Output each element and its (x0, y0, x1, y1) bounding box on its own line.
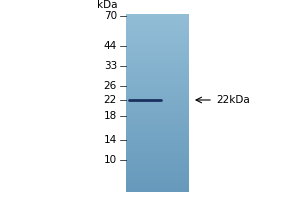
Bar (126, 32, 189, 34)
Bar (126, 154, 189, 156)
Bar (126, 79, 189, 81)
Bar (126, 168, 189, 170)
Bar (126, 125, 189, 127)
Bar (126, 67, 189, 70)
Bar (126, 107, 189, 110)
Bar (126, 74, 189, 76)
Bar (126, 70, 189, 72)
Text: 44: 44 (104, 41, 117, 51)
Bar (126, 14, 189, 16)
Bar (126, 99, 189, 101)
Bar (126, 83, 189, 85)
Bar (126, 148, 189, 150)
Bar (126, 76, 189, 79)
Bar (126, 134, 189, 136)
Bar (126, 127, 189, 130)
Bar (126, 110, 189, 112)
Bar (126, 163, 189, 165)
Bar (126, 65, 189, 67)
Bar (126, 18, 189, 21)
Bar (126, 121, 189, 123)
Bar (126, 103, 189, 105)
Text: 26: 26 (104, 81, 117, 91)
Bar (126, 139, 189, 141)
Bar (126, 45, 189, 47)
Bar (126, 161, 189, 163)
Text: 22kDa: 22kDa (216, 95, 250, 105)
Bar (126, 116, 189, 119)
Bar (126, 52, 189, 54)
Bar (126, 23, 189, 25)
Bar (126, 81, 189, 83)
Bar (126, 176, 189, 179)
Bar (126, 21, 189, 23)
Bar (126, 38, 189, 41)
Bar (126, 152, 189, 154)
Bar (126, 94, 189, 96)
Text: 33: 33 (104, 61, 117, 71)
Bar (126, 174, 189, 176)
Bar (126, 172, 189, 174)
Bar (126, 63, 189, 65)
Bar (126, 50, 189, 52)
Bar (126, 25, 189, 27)
Bar (126, 72, 189, 74)
Bar (126, 132, 189, 134)
Bar (126, 165, 189, 168)
Text: 70: 70 (104, 11, 117, 21)
Bar (126, 47, 189, 50)
Bar (126, 112, 189, 114)
Bar (126, 156, 189, 159)
Bar (126, 54, 189, 56)
Bar (126, 85, 189, 87)
Bar (126, 145, 189, 148)
Bar (126, 159, 189, 161)
Bar (126, 114, 189, 116)
Bar (126, 183, 189, 185)
Text: Western Blot: Western Blot (133, 0, 212, 2)
Bar (126, 141, 189, 143)
Bar (126, 150, 189, 152)
Bar (126, 101, 189, 103)
Bar (126, 96, 189, 99)
Bar (126, 16, 189, 18)
Bar (126, 130, 189, 132)
Text: 22: 22 (104, 95, 117, 105)
Bar (126, 30, 189, 32)
Bar (126, 41, 189, 43)
Bar (126, 34, 189, 36)
Bar (126, 136, 189, 139)
Bar (126, 61, 189, 63)
Bar (126, 119, 189, 121)
Text: 18: 18 (104, 111, 117, 121)
Bar (126, 181, 189, 183)
Text: 10: 10 (104, 155, 117, 165)
Text: 14: 14 (104, 135, 117, 145)
Bar (126, 56, 189, 58)
Bar (126, 185, 189, 188)
Bar (126, 170, 189, 172)
Bar (126, 188, 189, 190)
Bar (126, 105, 189, 107)
Bar (126, 123, 189, 125)
Bar (126, 87, 189, 90)
Bar (126, 36, 189, 38)
Bar (126, 90, 189, 92)
Bar (126, 27, 189, 30)
Bar (126, 58, 189, 61)
Bar (126, 143, 189, 145)
Bar (126, 92, 189, 94)
Text: kDa: kDa (97, 0, 117, 10)
Bar (126, 179, 189, 181)
Bar (126, 43, 189, 45)
Bar (126, 190, 189, 192)
